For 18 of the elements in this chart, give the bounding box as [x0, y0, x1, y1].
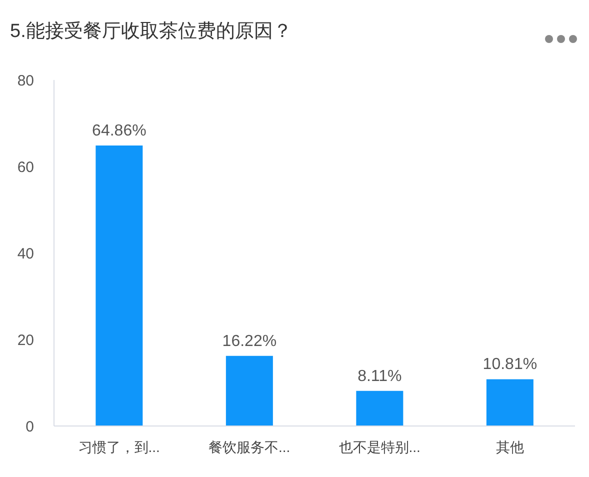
y-tick-label: 60: [17, 158, 34, 176]
data-label: 64.86%: [92, 122, 146, 140]
x-tick-label: 习惯了，到...: [78, 438, 160, 455]
chart-title: 5.能接受餐厅收取茶位费的原因？: [10, 20, 292, 44]
bar: [486, 379, 534, 426]
bar: [96, 145, 143, 426]
bar: [356, 390, 404, 426]
x-tick-label: 也不是特别...: [338, 438, 420, 455]
y-tick-label: 40: [17, 245, 34, 262]
data-label: 16.22%: [222, 332, 277, 350]
y-tick-label: 0: [26, 418, 34, 436]
data-label: 8.11%: [358, 368, 402, 385]
x-tick-label: 其他: [496, 438, 524, 455]
bar: [226, 356, 273, 426]
x-tick-label: 餐饮服务不...: [208, 438, 290, 455]
data-label: 10.81%: [482, 356, 538, 374]
y-tick-label: 20: [17, 332, 34, 349]
y-tick-label: 80: [17, 72, 34, 90]
